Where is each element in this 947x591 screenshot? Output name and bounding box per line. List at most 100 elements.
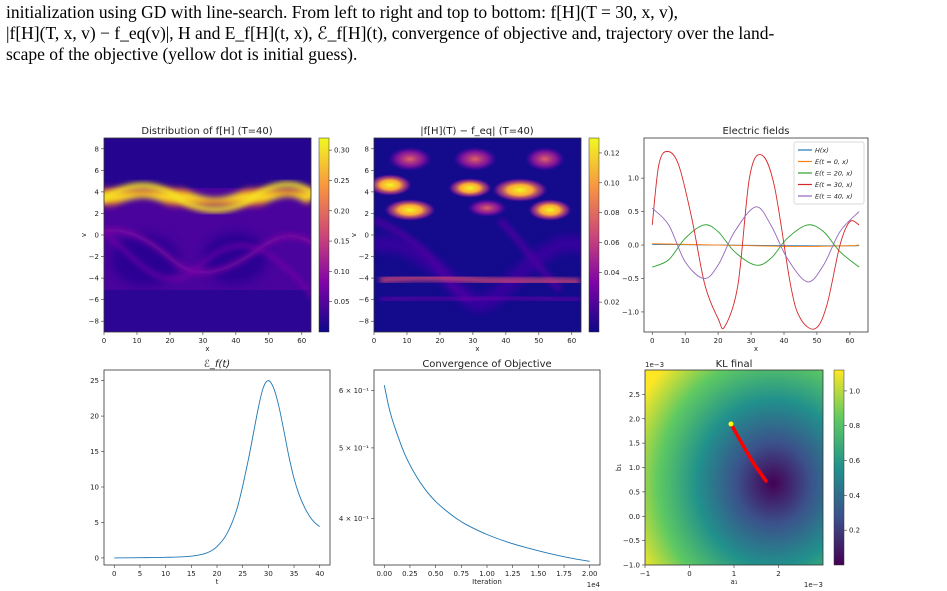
colorbar-tick-label: 0.02 <box>604 299 620 307</box>
y-tick-label: 6 × 10⁻¹ <box>339 387 369 395</box>
optimization-trajectory <box>729 422 768 483</box>
x-tick-label: 40 <box>501 337 510 345</box>
colorbar-tick-label: 0.15 <box>334 238 350 246</box>
y-tick-label: −6 <box>89 296 100 304</box>
caption-line-3: scape of the objective (yellow dot is in… <box>6 44 358 64</box>
caption-line-2: |f[H](T, x, v) − f_eq(v)|, H and E_f[H](… <box>6 23 775 43</box>
colorbar-tick-label: 0.30 <box>334 147 350 155</box>
legend-label: E(t = 40, x) <box>815 193 853 201</box>
panel-distribution: Distribution of f[H] (T=40) 0 10 20 30 40 50 6… <box>80 126 350 353</box>
x-tick-label: 0.75 <box>454 570 470 578</box>
x-tick-label: 30 <box>747 337 756 345</box>
colorbar-tick-label: 0.20 <box>334 207 350 215</box>
kl-colorbar <box>833 369 845 566</box>
y-tick-label: 1.0 <box>628 175 639 183</box>
legend-label: E(t = 0, x) <box>815 158 848 166</box>
y-tick-label: 2 <box>365 210 369 218</box>
y-axis-label: v <box>350 233 358 237</box>
x-tick-label: 1.25 <box>505 570 521 578</box>
x-tick-label: −1 <box>640 570 650 578</box>
x-tick-label: 1 <box>732 570 736 578</box>
y-tick-label: 4 <box>365 188 370 196</box>
colorbar-tick-label: 0.04 <box>604 269 620 277</box>
x-tick-label: 1.00 <box>479 570 495 578</box>
colorbar-tick-label: 1.0 <box>849 387 860 395</box>
y-tick-label: −4 <box>359 275 370 283</box>
y-tick-label: 20 <box>90 413 99 421</box>
y-tick-label: 1.5 <box>629 440 640 448</box>
x-tick-label: 60 <box>845 337 854 345</box>
x-tick-label: 0 <box>112 570 116 578</box>
series-line-2 <box>652 224 860 268</box>
x-tick-label: 60 <box>567 337 576 345</box>
x-axis-label: x <box>475 345 479 353</box>
y-tick-label: 25 <box>90 377 99 385</box>
y-tick-label: 1.0 <box>629 464 640 472</box>
y-tick-label: 0.5 <box>628 208 639 216</box>
y-tick-label: 5 <box>95 519 99 527</box>
y-tick-label: 8 <box>365 145 369 153</box>
y-tick-label: −8 <box>89 318 99 326</box>
x-tick-label: 0.50 <box>428 570 444 578</box>
x-tick-label: 0 <box>650 337 654 345</box>
objective-line <box>383 385 590 562</box>
colorbar-tick-label: 0.4 <box>849 492 861 500</box>
panel-convergence: Convergence of Objective 0.00 0.25 0.50 0.7… <box>339 359 601 589</box>
panel-difference-title: |f[H](T) − f_eq| (T=40) <box>420 126 534 137</box>
x-axis-label: x <box>754 345 758 353</box>
legend-label: E(t = 20, x) <box>815 170 853 178</box>
x-tick-label: 30 <box>468 337 477 345</box>
panel-kl-final-title: KL final <box>716 359 753 370</box>
y-tick-label: 0.0 <box>629 513 640 521</box>
colorbar-tick-label: 0.10 <box>604 179 620 187</box>
panel-difference: |f[H](T) − f_eq| (T=40) 0 10 20 30 40 50 60864… <box>350 126 620 353</box>
initial-guess-dot <box>728 421 734 427</box>
panel-distribution-title: Distribution of f[H] (T=40) <box>141 126 272 137</box>
colorbar-tick-label: 0.10 <box>334 268 350 276</box>
y-tick-label: −1.0 <box>622 308 639 316</box>
x-tick-label: 50 <box>264 337 273 345</box>
x-tick-label: 20 <box>213 570 222 578</box>
panel-electric-fields-title: Electric fields <box>722 126 789 137</box>
x-tick-label: 40 <box>315 570 324 578</box>
colorbar-tick-label: 0.06 <box>604 239 620 247</box>
y-tick-label: 15 <box>90 448 99 456</box>
x-tick-label: 10 <box>403 337 412 345</box>
series-line-3 <box>651 150 860 330</box>
panel-energy-title: ℰ_f(t) <box>204 359 230 370</box>
colorbar-tick-label: 0.6 <box>849 457 861 465</box>
y-tick-label: 6 <box>365 167 370 175</box>
x-tick-label: 50 <box>812 337 821 345</box>
x-axis-label: a₁ <box>730 578 737 586</box>
y-offset-label: 1e−3 <box>645 361 664 369</box>
x-tick-label: 0.00 <box>376 570 392 578</box>
x-tick-label: 2 <box>776 570 780 578</box>
colorbar-tick-label: 0.2 <box>849 527 860 535</box>
electric-fields-legend: H(x) E(t = 0, x) E(t = 20, x) E(t = 30, x) E… <box>793 141 865 205</box>
caption-line-1: initialization using GD with line-search… <box>6 2 679 22</box>
y-tick-label: 8 <box>95 145 99 153</box>
panel-energy: ℰ_f(t) 0 5 10 15 20 25 30 35 40 25 20 15 10 5 0 t <box>90 359 331 586</box>
x-axis-label: x <box>205 345 209 353</box>
y-tick-label: 2 <box>95 210 99 218</box>
x-tick-label: 40 <box>231 337 240 345</box>
x-tick-label: 0 <box>687 570 691 578</box>
x-offset-label: 1e−3 <box>804 581 823 589</box>
x-tick-label: 20 <box>714 337 723 345</box>
colorbar-tick-label: 0.8 <box>849 422 860 430</box>
x-tick-label: 2.00 <box>582 570 598 578</box>
y-tick-label: −6 <box>359 296 370 304</box>
y-tick-label: −0.5 <box>623 537 640 545</box>
colorbar-tick-label: 0.08 <box>604 209 620 217</box>
x-tick-label: 20 <box>435 337 444 345</box>
colorbar-tick-label: 0.12 <box>604 149 620 157</box>
distribution-colorbar <box>318 137 330 333</box>
y-tick-label: −4 <box>89 275 100 283</box>
y-tick-label: 2.0 <box>629 415 640 423</box>
panel-kl-final: KL final −1 0 1 2 2.5 2.0 1.5 1.0 0.5 0.0 −0.5 −1.0… <box>615 359 861 589</box>
y-tick-label: 0 <box>95 554 99 562</box>
y-tick-label: 0.5 <box>629 488 640 496</box>
x-axis-label: t <box>216 578 219 586</box>
x-tick-label: 0.25 <box>402 570 418 578</box>
